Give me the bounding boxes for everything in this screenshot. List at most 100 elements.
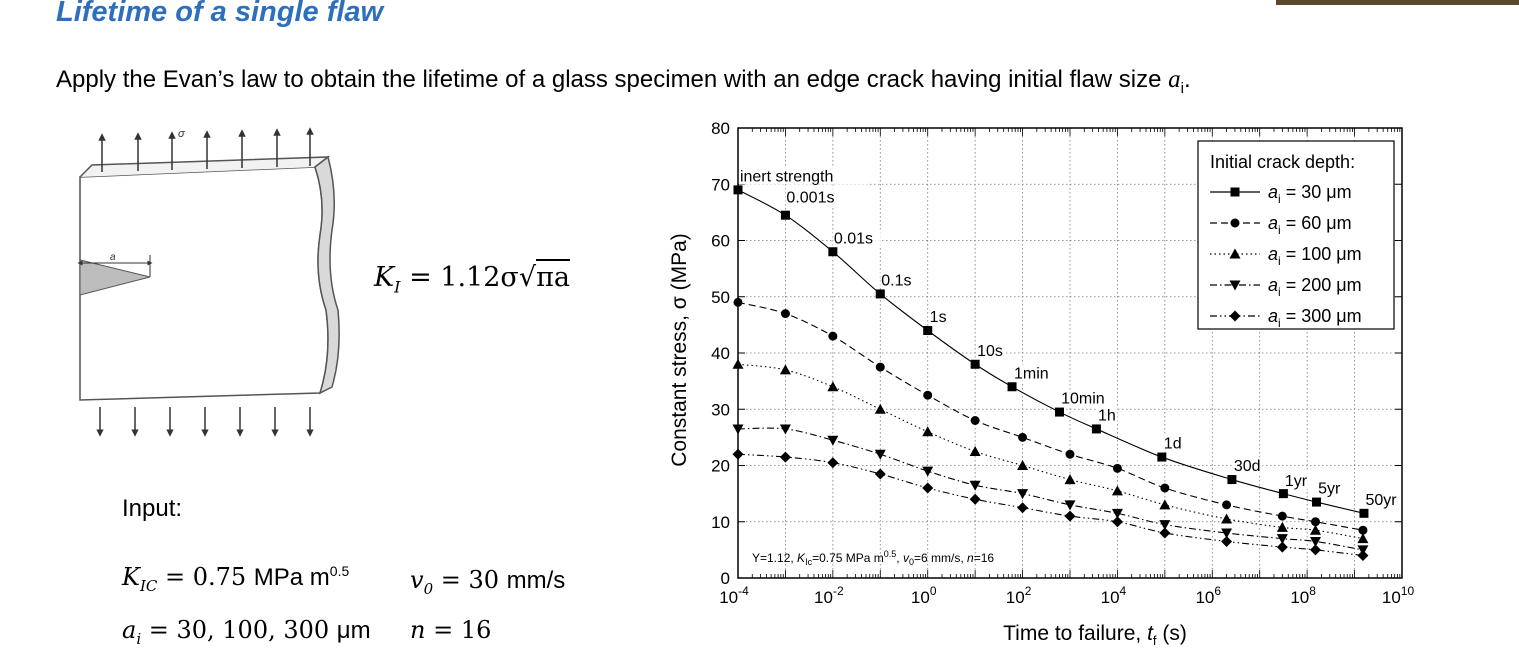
data-point [874, 403, 886, 414]
legend-sub: i [1278, 254, 1281, 268]
data-point [1064, 474, 1076, 485]
y-tick-label: 30 [711, 400, 730, 419]
y-tick-label: 40 [711, 344, 730, 363]
legend-var: a [1268, 244, 1278, 264]
x-tick-exponent: 8 [1309, 584, 1316, 598]
data-point [874, 449, 886, 460]
v0-value: = 30 [433, 566, 507, 594]
legend-rest: = 200 μm [1281, 275, 1362, 295]
x-tick-label: 106 [1195, 584, 1221, 607]
data-point [875, 289, 885, 299]
x-tick-label: 10-4 [719, 584, 749, 607]
v0-sub: 0 [423, 579, 434, 598]
data-point [1112, 463, 1122, 473]
kic-value: = 0.75 [157, 563, 254, 591]
n-symbol: n [410, 616, 426, 644]
annotation-background [785, 188, 843, 206]
annotation-background [976, 341, 1006, 359]
bottom-stress-arrows [96, 407, 314, 437]
intro-text: Apply the Evan’s law to obtain the lifet… [56, 66, 1191, 97]
data-point [1091, 424, 1101, 434]
data-point [1054, 407, 1064, 417]
intro-sentence: Apply the Evan’s law to obtain the lifet… [56, 66, 1162, 93]
x-tick-base: 10 [1382, 588, 1401, 607]
data-point [1017, 502, 1029, 514]
data-point [1111, 485, 1123, 496]
y-tick-label: 80 [711, 119, 730, 138]
data-point [1277, 511, 1287, 521]
x-tick-label: 100 [911, 584, 937, 607]
data-point [1064, 510, 1076, 522]
x-tick-base: 10 [1290, 588, 1309, 607]
data-point [779, 424, 791, 435]
annotation-background [1013, 364, 1052, 382]
data-point [1111, 508, 1123, 519]
intro-var: a [1168, 66, 1181, 93]
data-point [1358, 525, 1368, 535]
x-tick-base: 10 [1195, 588, 1214, 607]
data-point [1160, 483, 1170, 493]
data-point [874, 468, 886, 480]
y-tick-label: 20 [711, 457, 730, 476]
data-point [827, 457, 839, 469]
annotation-label: 0.1s [881, 273, 911, 290]
data-point [875, 362, 885, 372]
x-tick-exponent: 6 [1214, 584, 1221, 598]
data-point [1159, 520, 1171, 531]
annotation-label: inert strength [740, 168, 833, 185]
y-tick-label: 70 [711, 175, 730, 194]
formula-k: K [374, 262, 395, 293]
x-tick-exponent: 4 [1120, 584, 1127, 598]
legend-rest: = 100 μm [1281, 244, 1362, 264]
crack-length-symbol: a [110, 252, 116, 263]
data-point [1310, 517, 1320, 527]
series-line [737, 189, 1365, 514]
annotation-label: 5yr [1318, 481, 1341, 498]
x-tick-label: 102 [1006, 584, 1032, 607]
legend-entry-1: ai = 30 μm [1210, 182, 1352, 206]
formula-k-sub: I [394, 277, 401, 297]
ai-input: ai = 30, 100, 300 μm [122, 616, 371, 648]
data-point [1017, 489, 1029, 500]
annotation-label: 0.01s [834, 230, 873, 247]
data-point [779, 364, 791, 375]
formula-rhs: = 1.12σ [409, 262, 519, 293]
x-tick-base: 10 [1101, 588, 1120, 607]
x-tick-label: 104 [1101, 584, 1127, 607]
x-tick-exponent: -4 [738, 584, 749, 598]
data-point [1007, 382, 1017, 392]
data-point [1221, 528, 1233, 539]
data-point [1276, 534, 1288, 545]
ai-sub: i [136, 629, 142, 648]
annotation-background [1283, 471, 1314, 489]
data-point [1276, 541, 1288, 553]
data-point [923, 326, 933, 335]
data-point [828, 331, 838, 341]
x-axis-label: Time to failure, tf (s) [1003, 622, 1187, 648]
data-point [923, 390, 933, 400]
x-tick-base: 10 [911, 588, 930, 607]
data-point [1227, 475, 1237, 485]
legend-marker [1229, 280, 1241, 291]
annotation-background [738, 167, 870, 185]
data-point [1221, 513, 1233, 524]
series-line [737, 427, 1364, 551]
series-2 [733, 297, 1368, 535]
x-tick-label: 10-2 [814, 584, 844, 607]
legend-entry-4: ai = 200 μm [1210, 275, 1362, 299]
plot-frame [737, 127, 1403, 579]
x-tick-label: 108 [1290, 584, 1316, 607]
y-tick-label: 0 [721, 569, 730, 588]
data-point [827, 435, 839, 446]
x-tick-exponent: 10 [1401, 584, 1415, 598]
annotation-label: 10min [1061, 391, 1105, 408]
data-point [922, 426, 934, 437]
parameter-text: Y=1.12, KIc=0.75 MPa m0.5, v0=6 mm/s, n=… [752, 549, 994, 567]
ai-value: = 30, 100, 300 [141, 616, 337, 644]
x-tick-base: 10 [1006, 588, 1025, 607]
annotation-label: 0.001s [786, 189, 834, 206]
legend-marker [1230, 187, 1240, 197]
data-point [969, 493, 981, 505]
annotation-label: 1min [1014, 365, 1049, 382]
